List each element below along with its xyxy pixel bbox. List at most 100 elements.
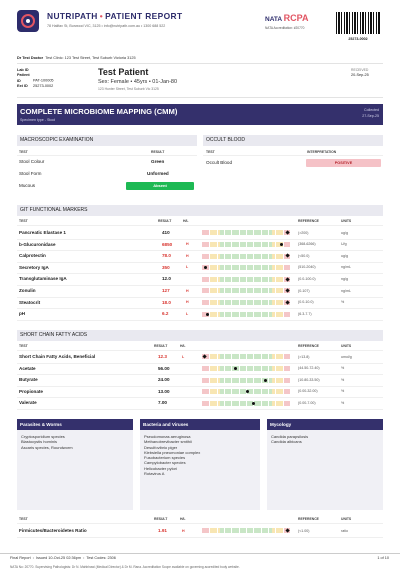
page-number: 1 of 10 [377, 556, 389, 560]
result-marker [279, 243, 283, 246]
result-marker [246, 390, 250, 394]
result-value: 18.0 [162, 299, 171, 305]
list-item: Candida parapsilosis [271, 434, 309, 439]
list-item: Ascaris species, Roundworm [21, 444, 73, 450]
result-value: 6.2 [162, 311, 169, 317]
col-reference: REFERENCE [298, 344, 319, 348]
footer-status: Final Report • Issued 10-Oct-25 02:36pm • Te… [10, 556, 116, 560]
result-value: 12.3 [158, 354, 167, 359]
col-hl: H/L [180, 344, 186, 348]
col-result: RESULT [158, 219, 172, 223]
range-bar [202, 311, 290, 317]
divider [0, 553, 400, 554]
test-name: Zonulin [19, 288, 36, 293]
result-value: 350 [162, 264, 170, 270]
test-name: Short Chain Fatty Acids, Beneficial [19, 354, 96, 359]
reference-range: (0.00-7.00) [298, 401, 316, 405]
result-value: 127 [162, 288, 170, 293]
result-value: 78.0 [162, 253, 171, 259]
range-bar [202, 300, 290, 305]
col-units: UNITS [341, 517, 352, 521]
test-name: Transglutaminase IgA [19, 276, 67, 282]
test-name: Pancreatic Elastase 1 [19, 230, 66, 235]
units: ug/g [341, 253, 348, 258]
divider [17, 63, 383, 64]
divider [17, 319, 383, 321]
patient-info: Test Patient Sex: Female • 45yrs • 01-Ja… [98, 67, 177, 91]
reference-range: (0.0-100.0) [298, 277, 316, 281]
hl-flag: L [186, 311, 189, 316]
result-marker [251, 401, 255, 405]
units: U/g [341, 242, 347, 247]
test-name: Propionate [19, 388, 43, 394]
divider [17, 273, 383, 275]
parasites-list: Cryptosporidium species Blastocystis hom… [17, 430, 133, 510]
report-header: NUTRIPATH • PATIENT REPORT 78 Halifax St, … [0, 0, 400, 52]
divider [17, 409, 383, 410]
result-value: 6850 [162, 241, 173, 247]
result-marker [204, 266, 208, 270]
bacteria-header: Bacteria and Viruses [140, 419, 260, 430]
col-interpretation: INTERPRETATION [307, 150, 337, 154]
divider [17, 285, 383, 286]
test-banner: COMPLETE MICROBIOME MAPPING (CMM) Specim… [17, 104, 383, 125]
hl-flag: L [186, 265, 189, 270]
col-reference: REFERENCE [298, 517, 319, 521]
range-bar [202, 276, 290, 282]
col-test: TEST [206, 150, 215, 154]
list-item: Desulfovibrio piger [144, 444, 178, 450]
list-item: Campylobacter species [144, 460, 186, 466]
result-marker [233, 367, 237, 370]
divider [17, 296, 383, 298]
units: ng/g [341, 277, 348, 281]
macro-test-label: Stool Form [19, 171, 42, 176]
reference-range: (<1.00) [298, 528, 310, 533]
units: % [341, 401, 345, 405]
reference-range: (10.80-33.50) [298, 377, 320, 382]
result-value: 56.00 [158, 365, 170, 371]
list-item: Blastocystis hominis [21, 439, 58, 445]
occult-test-label: Occult Blood [206, 160, 233, 165]
patient-details: Sex: Female • 45yrs • 01-Jan-80 [98, 79, 178, 85]
doctor-line: Dr Test Doctor Test Clinic: 123 Test Str… [17, 56, 136, 60]
units: umol/g [341, 354, 352, 359]
reference-range: (0.0-10.0) [298, 300, 314, 305]
test-name: Secretory IgA [19, 264, 49, 270]
test-name: Calprotectin [19, 253, 46, 259]
bacteria-list: Pseudomonas aeruginosa Methanobrevibacte… [140, 430, 260, 510]
mycology-list: Candida parapsilosis Candida albicans [267, 430, 383, 510]
range-bar [202, 366, 290, 371]
result-value: 12.0 [162, 276, 171, 282]
range-bar [202, 242, 290, 247]
divider [17, 250, 383, 252]
col-result: RESULT [151, 150, 165, 154]
divider [17, 536, 383, 538]
hl-flag: H [182, 528, 185, 533]
range-bar [202, 528, 290, 534]
reference-range: (44.50-72.40) [298, 366, 320, 371]
divider [203, 155, 383, 156]
patient-address: 123 Hunter Street, Test Suburb Vic 3125 [98, 87, 159, 91]
test-name: Steatocrit [19, 299, 41, 305]
reference-range: (510-2040) [298, 265, 316, 270]
divider [17, 523, 383, 524]
hl-flag: H [186, 300, 189, 305]
result-value: 1.91 [158, 528, 167, 533]
result-marker [263, 378, 267, 382]
occult-result-badge: POSITIVE [306, 159, 381, 167]
list-item: Klebsiella pneumoniae complex [144, 449, 201, 455]
macro-result: Green [151, 159, 165, 164]
patient-ids: Lab ID Patient ID PAT-100005 Ext ID 25273-… [17, 68, 54, 89]
units: % [341, 366, 345, 371]
git-header: GIT FUNCTIONAL MARKERS [17, 205, 383, 216]
divider [17, 238, 383, 240]
reference-range: (>13.8) [298, 354, 310, 359]
test-title: COMPLETE MICROBIOME MAPPING (CMM) [20, 107, 178, 116]
range-bar [202, 265, 290, 271]
divider [17, 385, 383, 387]
barcode-number: 25273-0002 [348, 37, 368, 41]
list-item: Pseudomonas aeruginosa [144, 434, 191, 439]
col-test: TEST [19, 219, 28, 223]
col-reference: REFERENCE [298, 219, 319, 223]
patient-name: Test Patient [98, 67, 149, 77]
